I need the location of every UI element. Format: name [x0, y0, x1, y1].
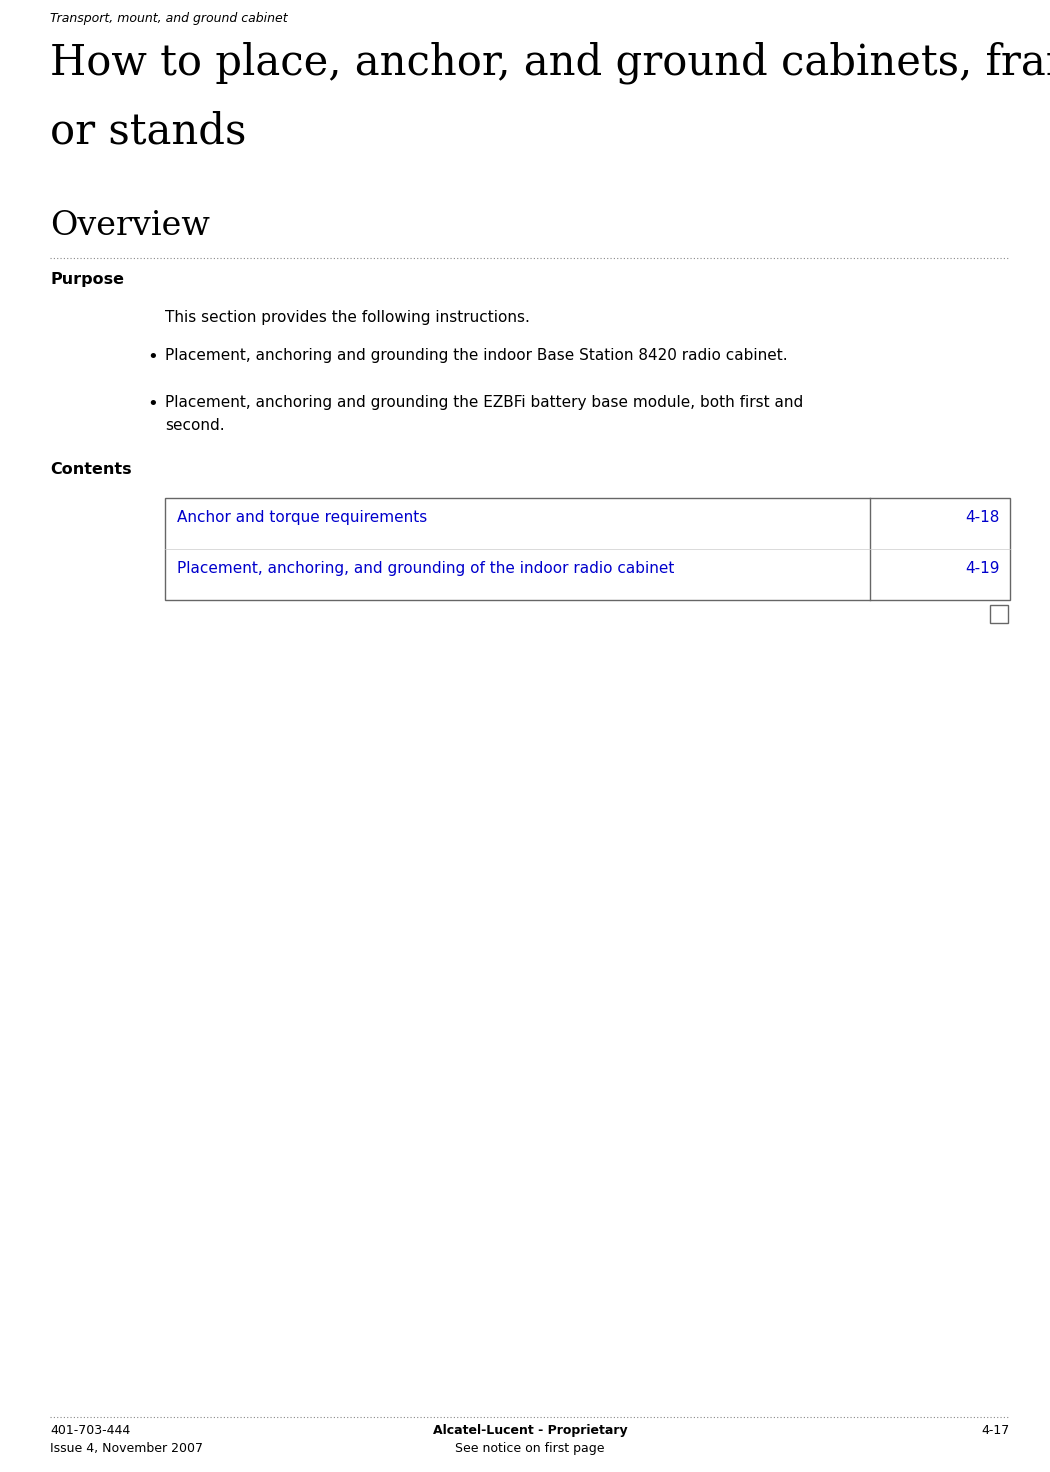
Text: 4-17: 4-17: [982, 1423, 1010, 1437]
Text: second.: second.: [165, 418, 225, 433]
Text: •: •: [147, 347, 157, 367]
Text: or stands: or stands: [50, 110, 247, 152]
Text: This section provides the following instructions.: This section provides the following inst…: [165, 311, 530, 325]
Text: Alcatel-Lucent - Proprietary: Alcatel-Lucent - Proprietary: [433, 1423, 627, 1437]
Text: See notice on first page: See notice on first page: [456, 1443, 605, 1454]
Text: Placement, anchoring and grounding the EZBFi battery base module, both first and: Placement, anchoring and grounding the E…: [165, 394, 803, 411]
Text: 4-18: 4-18: [966, 509, 1000, 526]
Text: Transport, mount, and ground cabinet: Transport, mount, and ground cabinet: [50, 12, 288, 25]
Text: 401-703-444: 401-703-444: [50, 1423, 130, 1437]
Text: Contents: Contents: [50, 462, 131, 477]
Text: 4-19: 4-19: [966, 561, 1000, 576]
Bar: [990, 605, 1008, 623]
Text: Purpose: Purpose: [50, 272, 124, 287]
Text: Anchor and torque requirements: Anchor and torque requirements: [177, 509, 427, 526]
Bar: [165, 498, 1010, 601]
Text: •: •: [147, 394, 157, 414]
Text: Overview: Overview: [50, 210, 210, 241]
Text: Placement, anchoring and grounding the indoor Base Station 8420 radio cabinet.: Placement, anchoring and grounding the i…: [165, 347, 788, 364]
Text: Issue 4, November 2007: Issue 4, November 2007: [50, 1443, 203, 1454]
Text: How to place, anchor, and ground cabinets, frames,: How to place, anchor, and ground cabinet…: [50, 43, 1050, 84]
Text: Placement, anchoring, and grounding of the indoor radio cabinet: Placement, anchoring, and grounding of t…: [177, 561, 674, 576]
